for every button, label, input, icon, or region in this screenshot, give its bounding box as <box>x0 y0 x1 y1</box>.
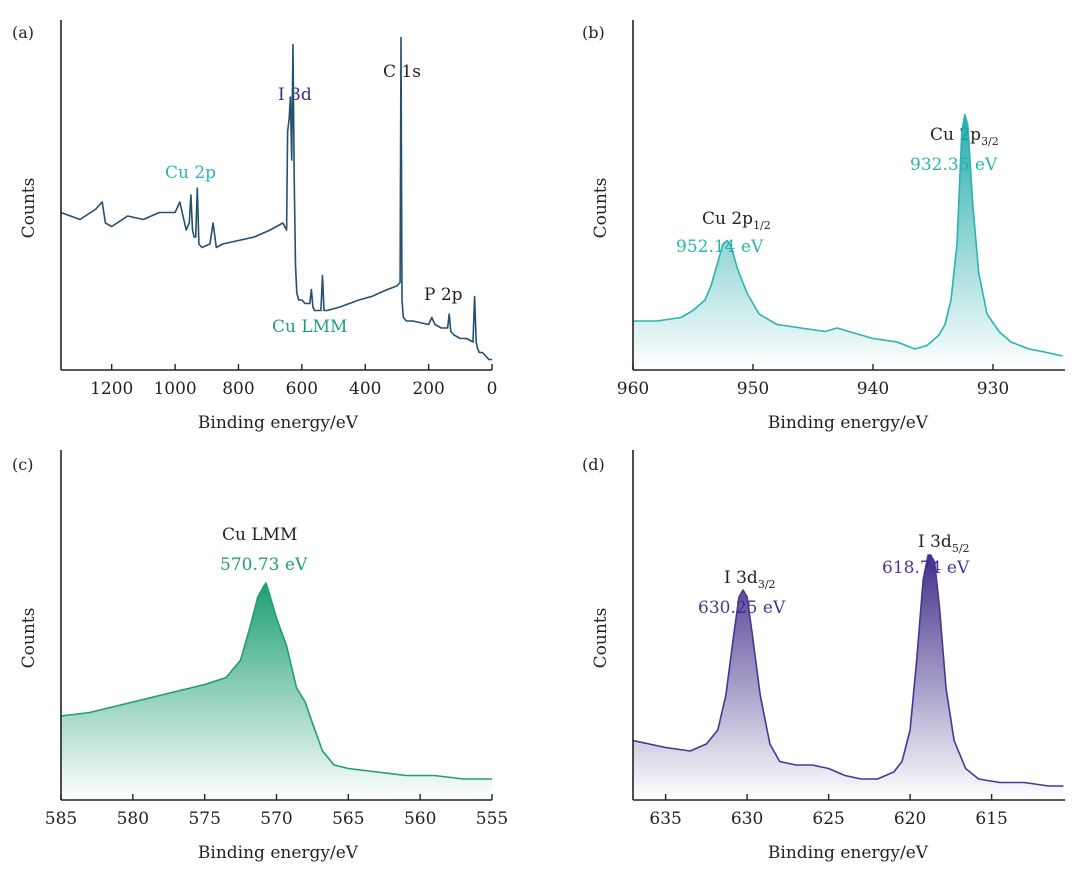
ylabel-a: Counts <box>19 178 39 239</box>
ylabel-b: Counts <box>591 178 611 239</box>
xlabel-a: Binding energy/eV <box>198 413 359 433</box>
annot-cu2p12-label: Cu 2p1/2 <box>702 209 771 232</box>
annot-i3d32-main: I 3d <box>724 568 758 588</box>
x-tick-label: 635 <box>649 809 681 829</box>
x-tick-label: 1200 <box>90 379 133 399</box>
x-tick-label: 620 <box>894 809 926 829</box>
x-tick-label: 960 <box>617 379 649 399</box>
annot-culmm-label: Cu LMM <box>222 525 297 545</box>
x-tick-label: 575 <box>188 809 220 829</box>
x-tick-label: 800 <box>222 379 254 399</box>
x-tick-label: 625 <box>812 809 844 829</box>
series-line <box>60 36 492 361</box>
series-line <box>633 113 1063 357</box>
ylabel-c: Counts <box>19 608 39 669</box>
x-tick-label: 585 <box>45 809 77 829</box>
plot-i3d: 635 630 625 620 615 <box>632 450 1065 829</box>
x-tick-label: 930 <box>977 379 1009 399</box>
plot-cu-lmm: 585 580 575 570 565 560 555 <box>45 450 508 829</box>
x-tick-label: 940 <box>857 379 889 399</box>
xlabel-d: Binding energy/eV <box>768 843 929 863</box>
annot-i3d52-label: I 3d5/2 <box>918 532 970 555</box>
x-tick-label: 0 <box>487 379 498 399</box>
x-tick-label: 580 <box>117 809 149 829</box>
area-fill <box>633 555 1064 800</box>
x-tick-label: 615 <box>975 809 1007 829</box>
annot-c1s: C 1s <box>383 62 421 82</box>
ylabel-d: Counts <box>591 608 611 669</box>
annot-culmm-value: 570.73 eV <box>220 555 308 575</box>
annot-i3d32-sub: 3/2 <box>758 578 776 591</box>
annot-i3d52-main: I 3d <box>918 532 952 552</box>
area-fill <box>633 114 1063 370</box>
x-tick-label: 630 <box>731 809 763 829</box>
x-tick-label: 560 <box>404 809 436 829</box>
annot-cu2p32-value: 932.35 eV <box>910 155 998 175</box>
xlabel-c: Binding energy/eV <box>198 843 359 863</box>
x-tick-label: 600 <box>286 379 318 399</box>
series-line <box>632 554 1064 787</box>
x-tick-label: 565 <box>332 809 364 829</box>
annot-i3d32-label: I 3d3/2 <box>724 568 776 591</box>
annot-i3d: I 3d <box>278 85 312 105</box>
annot-cu2p12-main: Cu 2p <box>702 209 753 229</box>
annot-p2p: P 2p <box>424 285 463 305</box>
panel-label-c: (c) <box>12 455 33 474</box>
area-fill <box>61 583 492 800</box>
annot-cu2p32-main: Cu 2p <box>930 125 981 145</box>
x-tick-label: 200 <box>412 379 444 399</box>
series-line <box>60 582 492 780</box>
xlabel-b: Binding energy/eV <box>768 413 929 433</box>
panel-label-b: (b) <box>582 23 605 42</box>
x-tick-label: 555 <box>476 809 508 829</box>
plot-survey: 1200 1000 800 600 400 200 0 <box>60 20 498 399</box>
panel-label-a: (a) <box>12 23 34 42</box>
annot-cu2p12-sub: 1/2 <box>753 219 771 232</box>
plot-cu2p: 960 950 940 930 <box>617 20 1065 399</box>
annot-i3d52-sub: 5/2 <box>952 542 970 555</box>
panel-label-d: (d) <box>582 455 605 474</box>
annot-cu2p: Cu 2p <box>165 163 216 183</box>
x-tick-label: 1000 <box>153 379 196 399</box>
annot-cu2p32-sub: 3/2 <box>981 135 999 148</box>
x-tick-label: 570 <box>260 809 292 829</box>
x-tick-label: 400 <box>349 379 381 399</box>
annot-cu-lmm-survey: Cu LMM <box>272 317 347 337</box>
annot-cu2p12-value: 952.14 eV <box>676 237 764 257</box>
x-tick-label: 950 <box>737 379 769 399</box>
